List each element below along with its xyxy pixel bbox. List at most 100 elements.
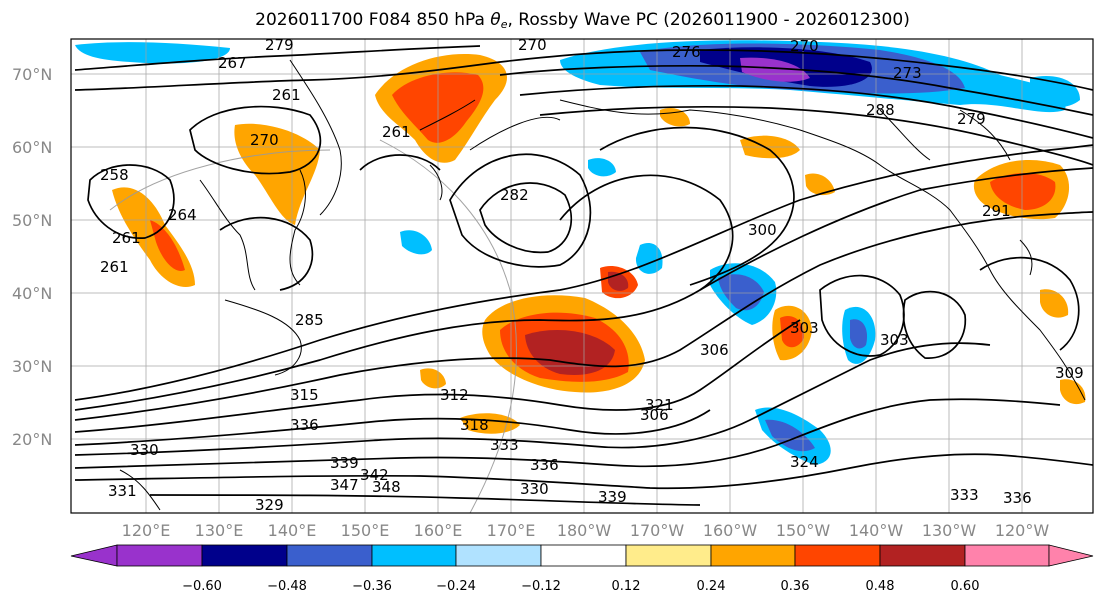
contour-label: 329: [255, 496, 284, 514]
lon-label: 140°W: [849, 521, 904, 540]
colorbar-extend-low: [70, 544, 118, 567]
lat-label-40n: 40°N: [12, 284, 52, 303]
colorbar-segment: [710, 544, 796, 567]
lon-label: 150°E: [341, 521, 390, 540]
lon-label: 150°W: [776, 521, 831, 540]
contour-label: 331: [108, 482, 137, 500]
contour-label: 270: [790, 37, 819, 55]
colorbar-segment: [540, 544, 627, 567]
latitude-labels: 70°N 60°N 50°N 40°N 30°N 20°N: [12, 65, 52, 449]
contour-label: 333: [950, 486, 979, 504]
colorbar-segment: [116, 544, 203, 567]
colorbar-tick-label: 0.48: [866, 579, 895, 594]
shading-positive-small-se: [805, 173, 835, 196]
colorbar-ticks: −0.60 −0.48 −0.36 −0.24 −0.12 0.12 0.24 …: [182, 579, 979, 594]
lon-label: 130°W: [922, 521, 977, 540]
contour-label: 336: [530, 456, 559, 474]
contour-label: 336: [1003, 489, 1032, 507]
shading-positive-west-south: [420, 368, 446, 389]
lat-label-50n: 50°N: [12, 211, 52, 230]
contour-label: 261: [100, 258, 129, 276]
title-suffix: , Rossby Wave PC (2026011900 - 202601230…: [507, 10, 910, 30]
contour-label: 276: [672, 43, 701, 61]
contour-label: 339: [330, 454, 359, 472]
colorbar-tick-label: 0.36: [781, 579, 810, 594]
lat-label-60n: 60°N: [12, 138, 52, 157]
shading-negative-north-darkest: [740, 57, 810, 82]
contour-label: 258: [100, 166, 129, 184]
shading-positive-central-darker: [525, 330, 615, 375]
lon-label: 140°E: [268, 521, 317, 540]
longitude-labels: 120°E 130°E 140°E 150°E 160°E 170°E 180°…: [122, 521, 1050, 540]
colorbar-segment: [625, 544, 712, 567]
contour-label: 324: [790, 453, 819, 471]
lon-label: 120°W: [995, 521, 1050, 540]
shading-negative-east-dark: [718, 274, 764, 311]
shading-negative-northwest: [75, 42, 230, 64]
contour-label: 348: [372, 478, 401, 496]
colorbar-tick-label: −0.36: [352, 579, 392, 594]
title-prefix: 2026011700 F084 850 hPa: [255, 10, 491, 30]
contour-label: 347: [330, 476, 359, 494]
contour-label: 264: [168, 206, 197, 224]
shading-negative-south-dark: [765, 419, 815, 452]
shading-negative-small1: [588, 158, 616, 177]
contour-label: 309: [1055, 364, 1084, 382]
shading-negative-west-mid: [400, 230, 432, 255]
contour-label: 261: [272, 86, 301, 104]
colorbar-segment: [455, 544, 542, 567]
contour-label: 336: [290, 416, 319, 434]
map-area: 279 267 270 276 270 273 279 288 261 270 …: [71, 36, 1093, 514]
colorbar-segment: [794, 544, 881, 567]
shading-positive-east-dark: [780, 316, 805, 348]
shading-positive-ea-small: [660, 107, 690, 127]
contour-label: 330: [520, 480, 549, 498]
chart-title: 2026011700 F084 850 hPa θe, Rossby Wave …: [0, 10, 1105, 31]
theta-e-contours: [74, 45, 1093, 506]
colorbar-segment: [879, 544, 966, 567]
map-border: [70, 38, 1094, 514]
lon-label: 170°W: [630, 521, 685, 540]
lon-label: 130°E: [195, 521, 244, 540]
shading-positive-fareast-dark: [990, 173, 1056, 210]
colorbar-segment: [201, 544, 288, 567]
shading-positive-west: [234, 123, 320, 225]
lat-label-70n: 70°N: [12, 65, 52, 84]
contour-label: 279: [265, 36, 294, 54]
contour-label: 303: [880, 331, 909, 349]
shading-positive-ne-small: [1040, 289, 1069, 318]
contour-label: 279: [957, 110, 986, 128]
anomaly-shading: [75, 40, 1086, 465]
lon-label: 170°E: [487, 521, 536, 540]
contour-label: 261: [112, 229, 141, 247]
colorbar-segment: [371, 544, 457, 567]
colorbar-tick-label: −0.24: [436, 579, 476, 594]
contour-label: 306: [700, 341, 729, 359]
contour-label: 342: [360, 466, 389, 484]
contour-label: 270: [250, 131, 279, 149]
colorbar-extend-high: [1048, 544, 1094, 567]
contour-label: 300: [748, 221, 777, 239]
colorbar-tick-label: 0.12: [612, 579, 641, 594]
shading-positive-farwest-dark: [150, 220, 185, 271]
shading-positive-se-small: [1060, 379, 1086, 405]
contour-label: 291: [982, 202, 1011, 220]
contour-label: 315: [290, 386, 319, 404]
shading-negative-east2-dark: [850, 319, 868, 349]
contour-label: 288: [866, 101, 895, 119]
lon-label: 160°W: [703, 521, 758, 540]
colorbar-segment: [964, 544, 1050, 567]
colorbar-tick-label: 0.24: [697, 579, 726, 594]
colorbar-tick-label: 0.60: [951, 579, 980, 594]
colorbar-segment: [286, 544, 373, 567]
colorbar: [70, 544, 1094, 567]
contour-label: 273: [893, 64, 922, 82]
lat-label-30n: 30°N: [12, 357, 52, 376]
contour-label: 267: [218, 54, 247, 72]
title-symbol-subscript: e: [500, 18, 508, 31]
contour-label: 321: [645, 396, 674, 414]
contour-label: 306: [640, 406, 669, 424]
colorbar-tick-label: −0.48: [267, 579, 307, 594]
lon-label: 180°W: [557, 521, 612, 540]
